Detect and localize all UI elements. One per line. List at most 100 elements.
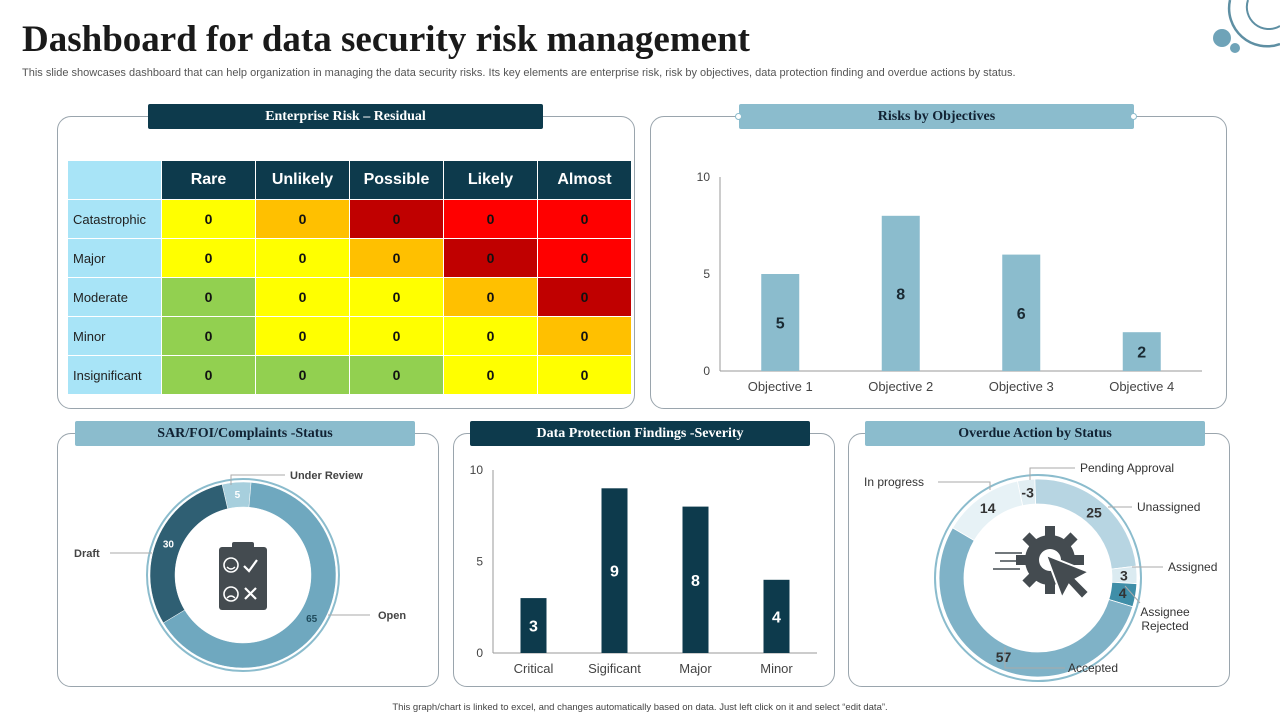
leader-line	[1029, 467, 1075, 480]
matrix-row: Major 0 0 0 0 0	[67, 238, 632, 278]
bar	[1002, 254, 1041, 371]
segment-value-label: 57	[996, 649, 1012, 665]
donut-segment	[938, 527, 1134, 678]
matrix-cell: 0	[443, 277, 538, 317]
page-subtitle: This slide showcases dashboard that can …	[22, 67, 1016, 79]
sar-status-donut-chart: 5 65 30 Under Review Open Draft	[74, 470, 406, 672]
y-tick-label: 0	[703, 364, 710, 378]
gear-tooth	[1045, 526, 1055, 538]
y-tick-label: 5	[703, 267, 710, 281]
matrix-header-row: Rare Unlikely Possible Likely Almost	[67, 160, 632, 200]
outer-ring	[934, 474, 1142, 682]
segment-value-label: 5	[235, 490, 241, 501]
matrix-cell: 0	[349, 238, 444, 278]
bar	[881, 215, 920, 371]
category-label: Unassigned	[1137, 500, 1200, 514]
matrix-cell: 0	[537, 277, 632, 317]
matrix-cell: 0	[349, 316, 444, 356]
matrix-cell: 0	[537, 355, 632, 395]
category-label: In progress	[864, 475, 924, 489]
category-label: Draft	[74, 548, 100, 560]
matrix-row-label: Minor	[67, 316, 162, 356]
matrix-col-header: Almost	[537, 160, 632, 200]
matrix-cell: 0	[255, 355, 350, 395]
donut-segment	[952, 480, 1024, 542]
matrix-row-label: Insignificant	[67, 355, 162, 395]
segment-value-label: 30	[163, 539, 175, 550]
sar-status-heading: SAR/FOI/Complaints -Status	[75, 421, 415, 446]
footer-note: This graph/chart is linked to excel, and…	[392, 702, 888, 713]
matrix-cell: 0	[255, 277, 350, 317]
matrix-cell: 0	[443, 316, 538, 356]
matrix-cell: 0	[349, 355, 444, 395]
matrix-cell: 0	[161, 238, 256, 278]
bar-value-label: 4	[772, 609, 781, 626]
page-title: Dashboard for data security risk managem…	[22, 19, 750, 60]
matrix-row: Catastrophic 0 0 0 0 0	[67, 199, 632, 239]
bar-value-label: 8	[896, 286, 905, 303]
outer-ring	[146, 478, 340, 672]
bar	[1122, 332, 1161, 371]
matrix-cell: 0	[161, 277, 256, 317]
smile-face	[223, 557, 239, 573]
matrix-col-header: Possible	[349, 160, 444, 200]
gear-tooth	[1045, 582, 1055, 594]
donut-segment	[162, 482, 337, 669]
leader-line	[1004, 647, 1065, 669]
donut-segment	[149, 484, 229, 624]
segment-value-label: 65	[306, 614, 318, 625]
sad-face	[223, 586, 239, 602]
gear-tooth	[1016, 555, 1028, 565]
y-tick-label: 10	[697, 170, 711, 184]
matrix-col-header: Unlikely	[255, 160, 350, 200]
segment-value-label: 3	[1120, 567, 1128, 583]
overdue-heading: Overdue Action by Status	[865, 421, 1205, 446]
clipboard-icon	[219, 542, 267, 610]
category-label: Accepted	[1068, 661, 1118, 675]
gear-tooth	[1072, 555, 1084, 565]
category-label: Pending Approval	[1080, 461, 1174, 475]
bar-value-label: 3	[529, 619, 538, 636]
sad-mouth	[226, 595, 236, 599]
clipboard-clip	[232, 542, 254, 551]
x-tick-label: Critical	[514, 661, 554, 676]
matrix-corner	[67, 160, 162, 200]
bar	[520, 598, 547, 653]
smile-mouth	[226, 566, 236, 570]
matrix-cell: 0	[443, 355, 538, 395]
x-tick-label: Objective 1	[748, 379, 813, 394]
y-tick-label: 5	[476, 555, 483, 569]
matrix-cell: 0	[161, 199, 256, 239]
clipboard-board	[219, 547, 267, 610]
heading-dot-right	[1130, 113, 1137, 120]
check-mark	[243, 559, 258, 573]
leader-line	[230, 474, 285, 485]
matrix-cell: 0	[349, 277, 444, 317]
category-label: Rejected	[1141, 619, 1188, 633]
risk-matrix-table: Rare Unlikely Possible Likely Almost Catastr…	[67, 160, 632, 395]
matrix-cell: 0	[443, 238, 538, 278]
heading-dot-left	[735, 113, 742, 120]
cross-mark	[244, 587, 257, 600]
leader-line	[1124, 585, 1141, 604]
matrix-row-label: Catastrophic	[67, 199, 162, 239]
y-tick-label: 10	[470, 463, 484, 477]
matrix-cell: 0	[161, 316, 256, 356]
bar-value-label: 9	[610, 564, 619, 581]
matrix-cell: 0	[537, 199, 632, 239]
y-tick-label: 0	[476, 646, 483, 660]
cursor-arrow	[1044, 553, 1092, 601]
matrix-row-label: Moderate	[67, 277, 162, 317]
x-tick-label: Objective 4	[1109, 379, 1174, 394]
decorative-circles	[1210, 0, 1280, 67]
x-tick-label: Sigificant	[588, 661, 641, 676]
enterprise-risk-heading: Enterprise Risk – Residual	[148, 104, 543, 129]
category-label: Under Review	[290, 470, 363, 482]
bar-value-label: 2	[1137, 345, 1146, 362]
category-label: Assignee	[1140, 605, 1190, 619]
matrix-cell: 0	[255, 199, 350, 239]
matrix-col-header: Rare	[161, 160, 256, 200]
x-tick-label: Objective 3	[989, 379, 1054, 394]
matrix-cell: 0	[537, 238, 632, 278]
x-tick-label: Minor	[760, 661, 793, 676]
